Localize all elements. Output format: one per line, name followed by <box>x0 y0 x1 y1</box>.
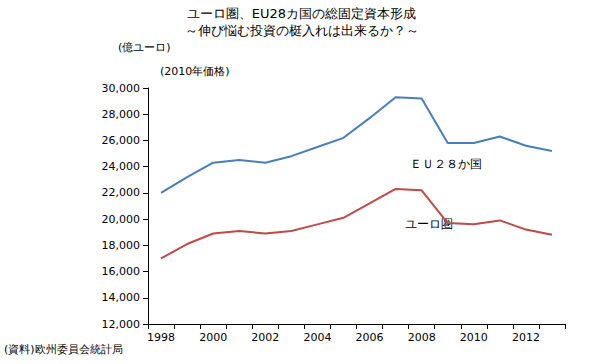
svg-text:2010: 2010 <box>460 331 488 344</box>
svg-text:2012: 2012 <box>512 331 540 344</box>
svg-text:ＥＵ２８か国: ＥＵ２８か国 <box>410 157 482 171</box>
svg-text:20,000: 20,000 <box>102 213 141 226</box>
svg-text:～伸び悩む投資の梃入れは出来るか？～: ～伸び悩む投資の梃入れは出来るか？～ <box>185 23 419 38</box>
svg-text:(2010年価格): (2010年価格) <box>160 65 230 78</box>
svg-text:2002: 2002 <box>251 331 279 344</box>
svg-text:(資料)欧州委員会統計局: (資料)欧州委員会統計局 <box>4 343 123 356</box>
svg-text:(億ユーロ): (億ユーロ) <box>118 41 171 54</box>
svg-text:30,000: 30,000 <box>102 82 141 95</box>
svg-text:28,000: 28,000 <box>102 108 141 121</box>
svg-text:24,000: 24,000 <box>102 160 141 173</box>
svg-text:16,000: 16,000 <box>102 265 141 278</box>
svg-text:14,000: 14,000 <box>102 291 141 304</box>
svg-text:18,000: 18,000 <box>102 239 141 252</box>
svg-text:2000: 2000 <box>199 331 227 344</box>
svg-text:ユーロ圏: ユーロ圏 <box>405 217 453 231</box>
svg-text:ユーロ圏、EU28カ国の総固定資本形成: ユーロ圏、EU28カ国の総固定資本形成 <box>187 6 416 21</box>
svg-text:1998: 1998 <box>147 331 175 344</box>
svg-text:2006: 2006 <box>356 331 384 344</box>
svg-text:2008: 2008 <box>408 331 436 344</box>
svg-text:26,000: 26,000 <box>102 134 141 147</box>
svg-text:2004: 2004 <box>303 331 331 344</box>
svg-text:12,000: 12,000 <box>102 318 141 331</box>
svg-text:22,000: 22,000 <box>102 186 141 199</box>
